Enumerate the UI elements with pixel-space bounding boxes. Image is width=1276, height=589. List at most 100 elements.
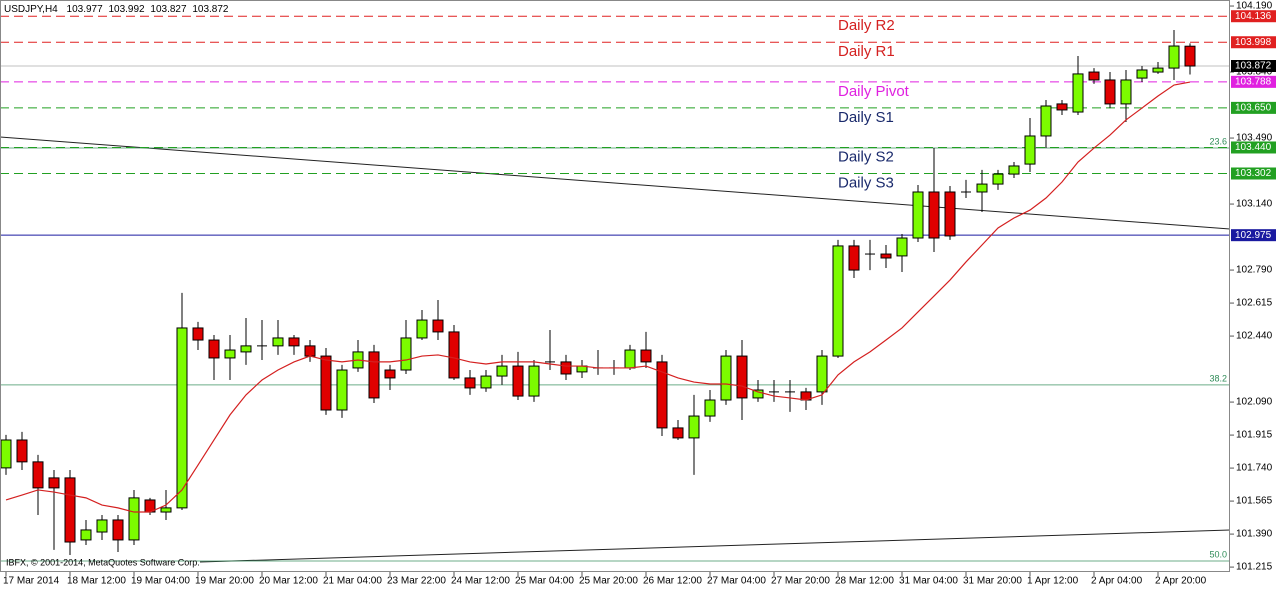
level-label: Daily R1 — [838, 43, 895, 60]
price-box — [1231, 101, 1276, 114]
y-tick-label: 102.790 — [1236, 265, 1273, 276]
candle-body — [448, 331, 460, 379]
level-label: Daily S1 — [838, 109, 894, 126]
price-box — [1231, 229, 1276, 242]
candle-body — [384, 369, 396, 379]
chart-title: USDJPY,H4 103.977 103.992 103.827 103.87… — [4, 4, 229, 15]
candle-body — [512, 365, 524, 397]
trend-line — [199, 529, 1230, 563]
price-box-label: 103.788 — [1235, 76, 1272, 87]
candle-body — [432, 319, 444, 333]
y-tick-label: 101.915 — [1236, 430, 1273, 441]
candle-body — [224, 349, 236, 359]
price-box — [1231, 10, 1276, 23]
x-tick-label: 19 Mar 04:00 — [131, 576, 190, 587]
candle-body — [880, 253, 892, 259]
price-box-label: 103.998 — [1235, 37, 1272, 48]
price-box — [1231, 75, 1276, 88]
candle-body — [720, 355, 732, 401]
x-tick-label: 27 Mar 04:00 — [707, 576, 766, 587]
x-tick-label: 28 Mar 12:00 — [835, 576, 894, 587]
y-tick-label: 103.490 — [1236, 133, 1273, 144]
x-tick-label: 23 Mar 22:00 — [387, 576, 446, 587]
candle-body — [192, 327, 204, 341]
candle-body — [112, 519, 124, 541]
candle-body — [368, 351, 380, 399]
candle-body — [656, 361, 668, 429]
candle-body — [736, 355, 748, 399]
price-box-label: 103.650 — [1235, 103, 1272, 114]
symbol: USDJPY,H4 — [4, 4, 58, 15]
price-box — [1231, 167, 1276, 180]
candle-body — [848, 245, 860, 271]
x-tick-label: 25 Mar 04:00 — [515, 576, 574, 587]
candle-body — [528, 365, 540, 397]
level-label: Daily S2 — [838, 148, 894, 165]
x-tick-label: 31 Mar 04:00 — [899, 576, 958, 587]
candle-body — [64, 477, 76, 543]
candle-body — [208, 339, 220, 359]
candle-body — [240, 345, 252, 353]
plot-border — [0, 0, 1230, 572]
candle-body — [560, 361, 572, 375]
candle-body — [624, 349, 636, 369]
candle-body — [0, 439, 12, 469]
candle-body — [816, 355, 828, 393]
fib-label: 23.6 — [1209, 136, 1227, 146]
candle-body — [80, 529, 92, 541]
x-tick-label: 20 Mar 12:00 — [259, 576, 318, 587]
x-tick-label: 19 Mar 20:00 — [195, 576, 254, 587]
candle-body — [128, 497, 140, 541]
price-box-label: 102.975 — [1235, 230, 1272, 241]
candle-body — [688, 415, 700, 439]
x-tick-label: 21 Mar 04:00 — [323, 576, 382, 587]
candle-body — [416, 319, 428, 339]
candle-body — [1184, 45, 1196, 67]
y-tick-label: 102.440 — [1236, 331, 1273, 342]
y-tick-label: 102.615 — [1236, 298, 1273, 309]
price-box — [1231, 60, 1276, 73]
y-tick-label: 101.740 — [1236, 463, 1273, 474]
high-value: 103.992 — [108, 4, 145, 15]
candle-body — [1136, 69, 1148, 79]
y-tick-label: 103.840 — [1236, 67, 1273, 78]
candle-body — [1008, 165, 1020, 175]
y-tick-label: 103.140 — [1236, 199, 1273, 210]
candle-body — [1040, 105, 1052, 137]
candle-body — [400, 337, 412, 371]
level-label: Daily R2 — [838, 17, 895, 34]
x-tick-label: 2 Apr 20:00 — [1155, 576, 1207, 587]
level-label: Daily S3 — [838, 174, 894, 191]
plot-area: 23.6 38.2 50.0 — [0, 15, 1230, 563]
fib-label: 50.0 — [1209, 549, 1227, 559]
candle-body — [320, 355, 332, 411]
moving-average — [5, 81, 1191, 513]
x-tick-label: 26 Mar 12:00 — [643, 576, 702, 587]
candle-body — [1168, 45, 1180, 69]
x-tick-label: 31 Mar 20:00 — [963, 576, 1022, 587]
x-tick-label: 18 Mar 12:00 — [67, 576, 126, 587]
x-tick-label: 1 Apr 12:00 — [1027, 576, 1079, 587]
candle-body — [704, 399, 716, 417]
x-tick-label: 2 Apr 04:00 — [1091, 576, 1143, 587]
candle-body — [928, 191, 940, 239]
low-value: 103.827 — [150, 4, 187, 15]
x-tick-label: 25 Mar 20:00 — [579, 576, 638, 587]
candle-body — [16, 439, 28, 463]
x-tick-label: 24 Mar 12:00 — [451, 576, 510, 587]
candle-body — [1152, 67, 1164, 73]
candle-body — [336, 369, 348, 411]
candle-body — [1072, 73, 1084, 113]
candle-body — [304, 345, 316, 357]
candle-body — [672, 427, 684, 439]
candle-body — [1120, 79, 1132, 105]
trend-line — [0, 136, 1230, 230]
x-tick-label: 27 Mar 20:00 — [771, 576, 830, 587]
candle-body — [48, 477, 60, 489]
candle-body — [752, 389, 764, 399]
y-tick-label: 102.090 — [1236, 397, 1273, 408]
candle-body — [640, 349, 652, 363]
candle-body — [1056, 103, 1068, 111]
candle-body — [1088, 71, 1100, 81]
